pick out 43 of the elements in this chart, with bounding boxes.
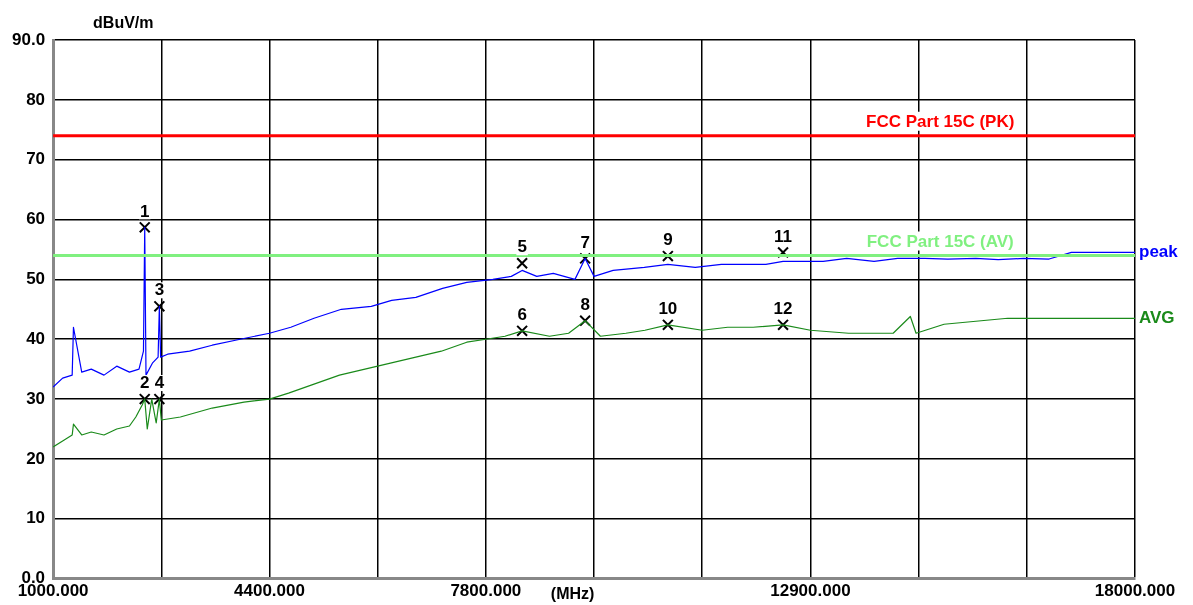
x-tick-label: 4400.000 [234,581,305,601]
y-axis-title: dBuV/m [93,14,154,32]
annotation: 1 [140,201,150,221]
y-tick-label: 10 [26,508,46,528]
point [138,393,151,406]
series-label: peak [1139,242,1179,262]
annotation: 8 [580,294,590,314]
point [579,314,592,327]
point [138,221,151,234]
annotation: 2 [140,373,150,393]
ref-line-label: FCC Part 15C (PK) [866,111,1015,131]
point [661,318,674,331]
x-tick-label: 7800.000 [450,581,522,601]
annotation: 3 [154,280,165,300]
ref-line-label: FCC Part 15C (AV) [866,231,1014,251]
x-tick-label: 18000.000 [1094,581,1176,601]
x-tick-label: 12900.000 [770,581,851,601]
annotation: 11 [774,226,793,246]
annotation: 9 [663,230,673,250]
y-tick-label: 50 [26,269,46,289]
x-axis-title: (MHz) [550,585,595,603]
y-tick-label: 40 [26,328,46,348]
annotation: 10 [658,299,678,319]
annotation: 12 [773,299,793,319]
point [661,250,674,262]
y-tick-label: 80 [26,89,46,109]
y-tick-label: 70 [26,149,46,169]
annotation: 6 [517,305,527,325]
point [777,318,790,331]
point [777,246,790,259]
point [516,257,529,270]
annotation: 4 [154,373,165,393]
point [579,252,592,265]
annotation: 5 [517,237,527,257]
y-tick-label: 90.0 [11,29,46,49]
series-label: AVG [1139,307,1175,327]
point [516,324,529,337]
y-tick-label: 60 [26,209,46,229]
y-tick-label: 20 [26,448,46,468]
point [153,300,166,313]
point [153,393,166,406]
y-tick-label: 30 [26,388,46,408]
annotation: 7 [580,232,590,252]
